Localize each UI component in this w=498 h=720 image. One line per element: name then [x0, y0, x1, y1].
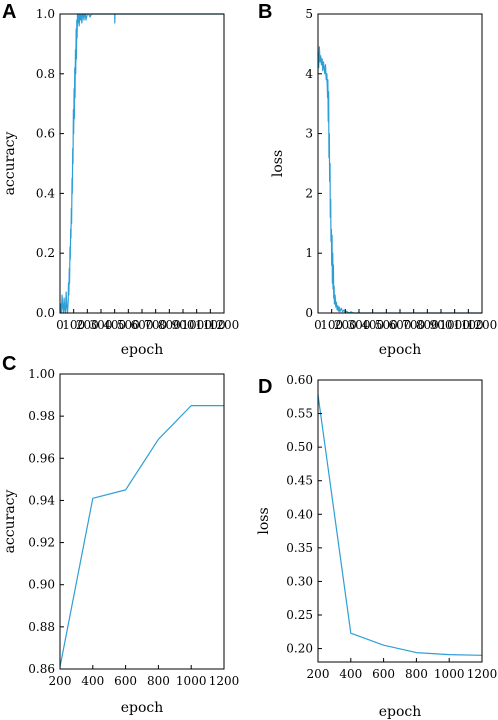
x-tick-label: 600 [372, 667, 395, 681]
x-tick-label: 600 [114, 674, 137, 688]
y-tick-label: 0.25 [286, 608, 313, 622]
axes-frame [317, 13, 483, 314]
panel-a: A 01002003004005006007008009001000110012… [2, 1, 239, 358]
panel-label-d: D [258, 376, 272, 398]
y-tick-label: 0.20 [286, 642, 313, 656]
x-tick-label: 300 [348, 318, 371, 332]
y-axis-title: accuracy [2, 489, 18, 553]
x-tick-label: 1200 [209, 318, 240, 332]
y-tick-label: 0.2 [36, 246, 55, 260]
x-tick-label: 600 [131, 318, 154, 332]
x-tick-label: 200 [49, 674, 72, 688]
y-axis-title: accuracy [2, 131, 18, 195]
y-tick-label: 0.94 [28, 493, 55, 507]
x-tick-label: 300 [90, 318, 113, 332]
x-tick-label: 1100 [195, 318, 226, 332]
x-tick-label: 500 [117, 318, 140, 332]
x-tick-label: 400 [339, 667, 362, 681]
y-axis-title: loss [256, 507, 272, 534]
y-tick-label: 0.30 [286, 574, 313, 588]
x-tick-label: 700 [402, 318, 425, 332]
x-axis-title: epoch [121, 342, 164, 358]
y-tick-label: 0.8 [36, 67, 55, 81]
y-tick-label: 0.50 [286, 440, 313, 454]
y-tick-label: 4 [305, 67, 313, 81]
axes-frame [59, 13, 225, 314]
panel-d: D 200 400 600 800 1000 1200 0.20 0.25 0.30 0.35 0.… [256, 373, 497, 720]
x-tick-label: 900 [172, 318, 195, 332]
y-tick-label: 5 [305, 7, 313, 21]
y-tick-label: 0.4 [36, 186, 55, 200]
y-tick-label: 0 [305, 306, 313, 320]
y-axis-title: loss [270, 150, 286, 177]
x-tick-label: 0 [314, 318, 322, 332]
x-tick-label: 800 [158, 318, 181, 332]
y-tick-label: 1.0 [36, 7, 55, 21]
plot-area-b: 0100200300400500600700800900100011001200… [270, 7, 497, 358]
panel-label-a: A [2, 1, 16, 23]
x-axis-title: epoch [379, 704, 422, 720]
panel-label-c: C [2, 353, 16, 375]
x-tick-label: 100 [62, 318, 85, 332]
series-line [59, 13, 224, 314]
y-tick-label: 2 [305, 186, 313, 200]
plot-area-a: 0100200300400500600700800900100011001200… [2, 7, 239, 358]
x-axis-title: epoch [121, 700, 164, 716]
x-axis-title: epoch [379, 342, 422, 358]
x-tick-label: 200 [334, 318, 357, 332]
x-tick-label: 1100 [453, 318, 484, 332]
y-tick-label: 0.60 [286, 373, 313, 387]
x-tick-label: 800 [405, 667, 428, 681]
panel-c: C 200 400 600 800 1000 1200 0.86 0.88 0.90 0.92 0.… [2, 353, 239, 716]
axes-frame [317, 379, 483, 663]
x-tick-label: 100 [320, 318, 343, 332]
x-tick-label: 800 [147, 674, 170, 688]
axes-frame [59, 373, 225, 670]
plot-area-c: 200 400 600 800 1000 1200 0.86 0.88 0.90 0.92 0.94… [2, 367, 239, 716]
x-tick-label: 1000 [176, 674, 207, 688]
series-line [59, 405, 224, 668]
x-tick-label: 400 [361, 318, 384, 332]
y-tick-label: 0.96 [28, 451, 55, 465]
panel-label-b: B [258, 1, 272, 23]
y-tick-label: 0.0 [36, 306, 55, 320]
y-tick-label: 0.92 [28, 536, 55, 550]
y-tick-label: 0.90 [28, 578, 55, 592]
x-tick-label: 200 [76, 318, 99, 332]
x-tick-label: 0 [56, 318, 64, 332]
x-tick-label: 1200 [467, 318, 498, 332]
x-tick-label: 700 [144, 318, 167, 332]
series-line [317, 46, 482, 314]
y-tick-label: 0.98 [28, 409, 55, 423]
y-tick-label: 1 [305, 246, 313, 260]
y-tick-label: 0.45 [286, 474, 313, 488]
x-tick-label: 1000 [434, 667, 465, 681]
y-tick-label: 0.55 [286, 407, 313, 421]
x-tick-label: 1200 [209, 674, 240, 688]
plot-area-d: 200 400 600 800 1000 1200 0.20 0.25 0.30 0.35 0.40… [256, 373, 497, 720]
y-tick-label: 3 [305, 127, 313, 141]
y-tick-label: 0.35 [286, 541, 313, 555]
x-tick-label: 1200 [467, 667, 498, 681]
x-tick-label: 400 [81, 674, 104, 688]
y-tick-label: 1.00 [28, 367, 55, 381]
y-tick-label: 0.40 [286, 507, 313, 521]
x-tick-label: 400 [103, 318, 126, 332]
x-tick-label: 1000 [439, 318, 470, 332]
x-tick-label: 500 [375, 318, 398, 332]
series-line [317, 394, 483, 656]
x-tick-label: 800 [416, 318, 439, 332]
y-tick-label: 0.86 [28, 662, 55, 676]
x-tick-label: 600 [389, 318, 412, 332]
x-tick-label: 200 [307, 667, 330, 681]
y-tick-label: 0.88 [28, 620, 55, 634]
x-tick-label: 1000 [181, 318, 212, 332]
panel-b: B 01002003004005006007008009001000110012… [258, 1, 497, 358]
x-tick-label: 900 [430, 318, 453, 332]
y-tick-label: 0.6 [36, 127, 55, 141]
